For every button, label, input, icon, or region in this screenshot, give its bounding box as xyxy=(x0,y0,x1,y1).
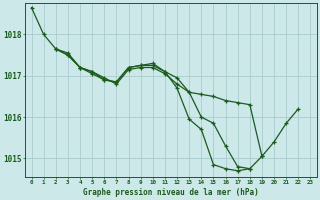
X-axis label: Graphe pression niveau de la mer (hPa): Graphe pression niveau de la mer (hPa) xyxy=(83,188,259,197)
